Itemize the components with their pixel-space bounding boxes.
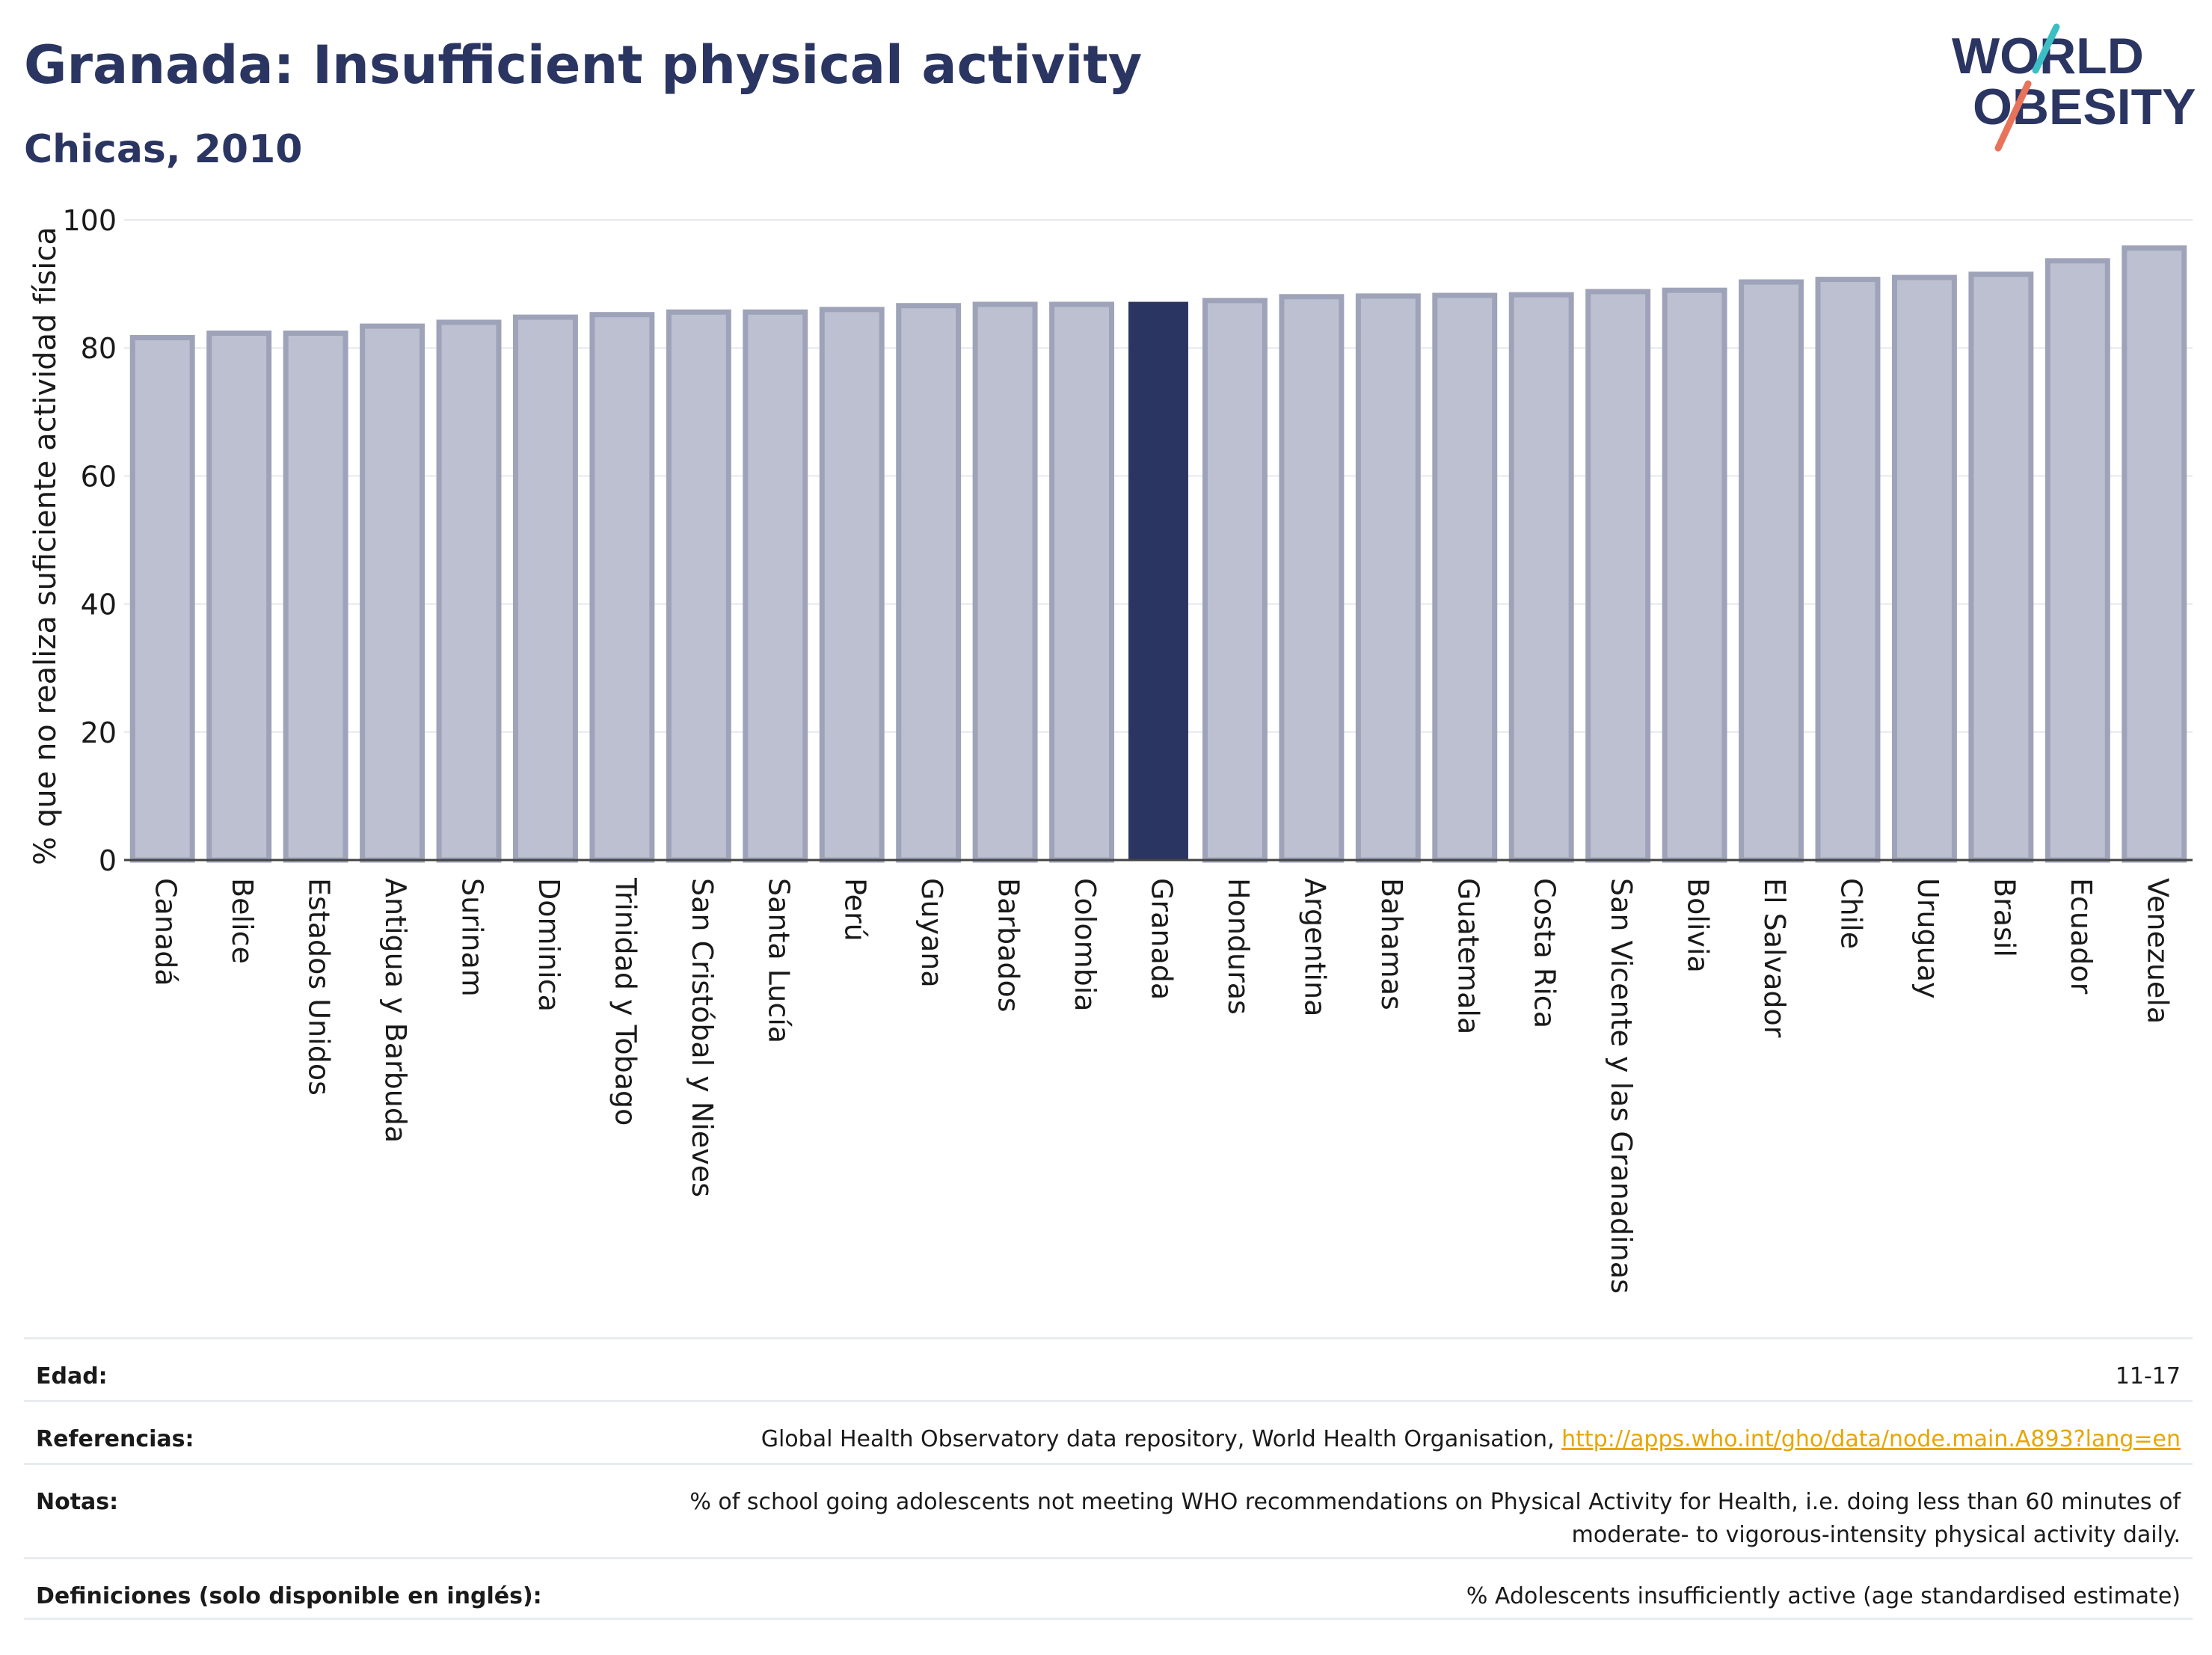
bar-uruguay bbox=[1891, 274, 1957, 863]
age-value: 11-17 bbox=[2115, 1363, 2181, 1390]
y-tick-label: 20 bbox=[81, 716, 117, 749]
bar-el-salvador bbox=[1739, 279, 1804, 863]
bar-estados-unidos bbox=[283, 331, 348, 863]
page-title: Granada: Insufficient physical activity bbox=[24, 34, 1143, 96]
x-tick-label: Costa Rica bbox=[1529, 878, 1561, 1028]
bar-costa-rica bbox=[1508, 292, 1574, 863]
x-tick-label: Dominica bbox=[532, 878, 565, 1012]
y-tick-label: 60 bbox=[81, 460, 117, 493]
y-tick-label: 40 bbox=[81, 589, 117, 621]
bar-chile bbox=[1815, 277, 1881, 863]
meta-row-references: Referencias: Global Health Observatory d… bbox=[24, 1400, 2193, 1463]
meta-row-notes: Notas: % of school going adolescents not… bbox=[24, 1463, 2193, 1557]
x-tick-label: El Salvador bbox=[1758, 878, 1791, 1038]
x-tick-label: Guatemala bbox=[1451, 878, 1484, 1034]
meta-row-age: Edad: 11-17 bbox=[24, 1337, 2193, 1400]
x-tick-label: Barbados bbox=[992, 878, 1025, 1013]
x-tick-label: Venezuela bbox=[2141, 878, 2174, 1024]
x-tick-label: Chile bbox=[1835, 878, 1868, 949]
bar-ecuador bbox=[2044, 258, 2110, 863]
x-tick-label: Honduras bbox=[1222, 878, 1255, 1015]
bar-barbados bbox=[972, 301, 1038, 863]
x-tick-label: Brasil bbox=[1988, 878, 2021, 957]
bar-san-vicente-y-las-granadinas bbox=[1585, 289, 1651, 863]
world-obesity-logo: WORLD OBESITY bbox=[1952, 23, 2196, 152]
x-tick-label: Antigua y Barbuda bbox=[379, 878, 412, 1143]
x-tick-label: Belice bbox=[226, 878, 259, 964]
x-tick-label: Uruguay bbox=[1911, 878, 1944, 999]
x-tick-label: Surinam bbox=[456, 878, 489, 997]
bar-san-crist-bal-y-nieves bbox=[666, 309, 731, 863]
x-tick-label: San Vicente y las Granadinas bbox=[1605, 878, 1638, 1294]
bar-surinam bbox=[436, 319, 502, 863]
bar-bolivia bbox=[1662, 287, 1727, 863]
x-tick-label: Bahamas bbox=[1375, 878, 1408, 1010]
x-tick-label: Estados Unidos bbox=[303, 878, 336, 1096]
x-tick-label: Santa Lucía bbox=[762, 878, 795, 1043]
references-text: Global Health Observatory data repositor… bbox=[761, 1426, 1562, 1452]
meta-row-definitions: Definiciones (solo disponible en inglés)… bbox=[24, 1557, 2193, 1620]
x-tick-label: Trinidad y Tobago bbox=[609, 877, 642, 1126]
definitions-value: % Adolescents insufficiently active (age… bbox=[1466, 1583, 2181, 1609]
x-tick-label: Canadá bbox=[150, 878, 182, 986]
x-tick-label: Perú bbox=[839, 878, 872, 942]
bar-dominica bbox=[512, 314, 578, 863]
bar-antigua-y-barbuda bbox=[360, 323, 425, 863]
x-tick-label: Granada bbox=[1146, 878, 1179, 1000]
definitions-label: Definiciones (solo disponible en inglés)… bbox=[36, 1583, 542, 1609]
bar-honduras bbox=[1202, 298, 1268, 863]
bar-argentina bbox=[1279, 294, 1345, 863]
x-tick-label: Ecuador bbox=[2065, 878, 2098, 995]
references-label: Referencias: bbox=[36, 1426, 194, 1452]
age-label: Edad: bbox=[36, 1363, 108, 1390]
bar-chart: 0 20 40 60 80 100 Canadá Belice Estados Unidos An… bbox=[28, 204, 2193, 1294]
bar-per- bbox=[819, 307, 885, 863]
bar-colombia bbox=[1049, 301, 1115, 863]
x-tick-label: Bolivia bbox=[1682, 878, 1715, 973]
references-link[interactable]: http://apps.who.int/gho/data/node.main.A… bbox=[1561, 1426, 2181, 1452]
x-tick-label: Guyana bbox=[915, 878, 948, 988]
bar-brasil bbox=[1968, 271, 2034, 863]
bar-belice bbox=[206, 331, 272, 863]
logo-slash-red bbox=[1994, 80, 2032, 152]
x-tick-label: Colombia bbox=[1069, 878, 1102, 1012]
notes-value: % of school going adolescents not meetin… bbox=[689, 1489, 2181, 1548]
y-tick-label: 0 bbox=[99, 844, 117, 877]
bar-granada bbox=[1128, 301, 1188, 860]
notes-label: Notas: bbox=[36, 1489, 119, 1515]
bar-canad- bbox=[129, 335, 195, 863]
logo-slash-teal bbox=[2032, 23, 2060, 74]
x-tick-label: Argentina bbox=[1298, 878, 1331, 1016]
bar-trinidad-y-tobago bbox=[589, 312, 655, 863]
bar-guatemala bbox=[1432, 292, 1498, 863]
bar-bahamas bbox=[1355, 293, 1421, 863]
bar-santa-luc-a bbox=[743, 309, 808, 863]
y-tick-label: 100 bbox=[62, 204, 117, 237]
x-tick-label: San Cristóbal y Nieves bbox=[686, 878, 719, 1197]
references-value: Global Health Observatory data repositor… bbox=[761, 1423, 2181, 1456]
chart-subtitle: Chicas, 2010 bbox=[24, 127, 303, 172]
y-axis-label: % que no realiza suficiente actividad fí… bbox=[28, 227, 63, 865]
y-tick-label: 80 bbox=[81, 332, 117, 365]
metadata-table: Edad: 11-17 Referencias: Global Health O… bbox=[24, 1337, 2193, 1620]
bar-venezuela bbox=[2122, 245, 2187, 863]
bar-guyana bbox=[896, 303, 962, 863]
